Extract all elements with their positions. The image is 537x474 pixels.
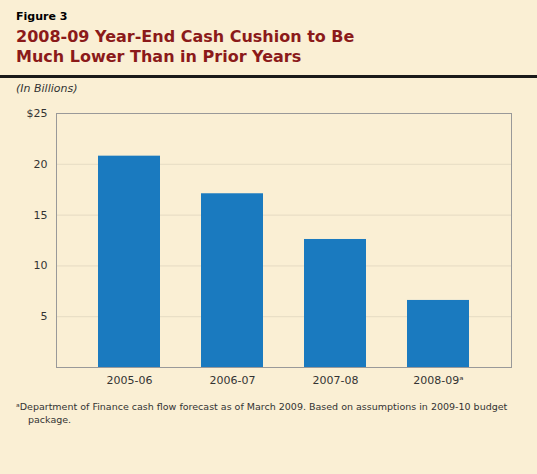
html-text:Figure 3: Figure 3 (16, 10, 68, 23)
svg-text:20: 20 (34, 158, 48, 171)
svg-text:2006-07: 2006-07 (210, 374, 256, 387)
html-text:ᵃDepartment of Finance cash fl: ᵃDepartment of Finance cash flow forecas… (16, 401, 508, 412)
svg-text:$25: $25 (27, 107, 48, 120)
html-text:package.: package. (28, 413, 72, 425)
svg-text:10: 10 (34, 259, 48, 272)
svg-text:2007-08: 2007-08 (313, 374, 359, 387)
svg-text:2008-09ᵃ: 2008-09ᵃ (413, 374, 463, 387)
html-text:2008-09 Year-End Cash Cushion: 2008-09 Year-End Cash Cushion to Be Much… (16, 27, 355, 66)
svg-text:15: 15 (34, 209, 48, 222)
svg-text:2005-06: 2005-06 (107, 374, 153, 387)
html-text:(In Billions): (In Billions) (16, 82, 78, 95)
svg-text:5: 5 (41, 310, 48, 323)
